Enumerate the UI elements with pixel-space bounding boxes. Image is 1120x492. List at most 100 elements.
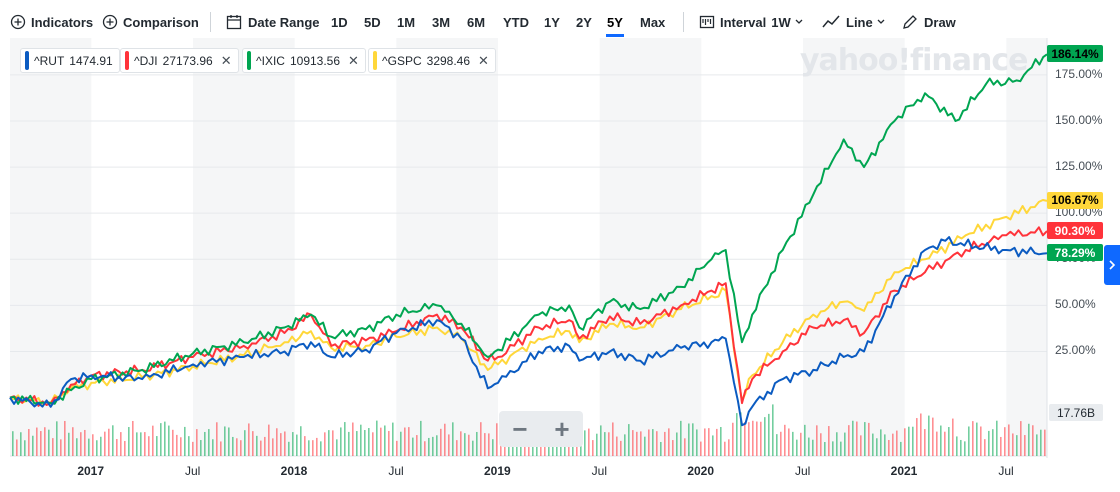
range-2y[interactable]: 2Y — [576, 14, 592, 30]
volume-bar — [888, 439, 890, 456]
volume-bar — [144, 432, 146, 456]
legend-value: 3298.46 — [426, 53, 471, 68]
volume-bar — [440, 428, 442, 456]
volume-bar — [976, 422, 978, 456]
volume-bar — [784, 424, 786, 456]
range-1m[interactable]: 1M — [397, 14, 416, 30]
volume-bar — [984, 439, 986, 456]
volume-bar — [460, 431, 462, 456]
volume-bar — [428, 437, 430, 456]
comparison-button[interactable]: Comparison — [102, 11, 199, 33]
volume-bar — [448, 434, 450, 456]
volume-bar — [660, 441, 662, 456]
series-line-rut[interactable] — [9, 236, 1048, 427]
volume-bar — [488, 433, 490, 456]
volume-bar — [432, 436, 434, 456]
volume-bar — [876, 438, 878, 456]
close-icon[interactable]: ✕ — [478, 52, 489, 68]
volume-bar — [304, 436, 306, 456]
legend-chip-ixic[interactable]: ^IXIC 10913.56 ✕ — [242, 48, 366, 73]
expand-panel-button[interactable] — [1104, 245, 1120, 285]
volume-bar — [176, 434, 178, 456]
volume-bar — [80, 432, 82, 456]
zoom-in-button[interactable]: + — [554, 414, 570, 444]
volume-bar — [168, 425, 170, 456]
date-range-button[interactable]: Date Range — [226, 11, 320, 33]
volume-bar — [612, 422, 614, 456]
volume-bar — [284, 431, 286, 456]
interval-dropdown[interactable]: Interval 1W — [699, 11, 803, 33]
volume-bar — [948, 427, 950, 456]
volume-bar — [312, 440, 314, 456]
series-line-ixic[interactable] — [9, 53, 1048, 405]
volume-bar — [764, 417, 766, 456]
volume-bar — [944, 431, 946, 456]
range-ytd[interactable]: YTD — [503, 14, 529, 30]
x-tick-label: Jul — [795, 464, 811, 478]
volume-bar — [912, 426, 914, 456]
range-5d[interactable]: 5D — [364, 14, 381, 30]
volume-bar — [464, 433, 466, 456]
volume-bar — [584, 430, 586, 456]
volume-bar — [244, 430, 246, 456]
volume-bar — [392, 422, 394, 456]
volume-bar — [120, 432, 122, 456]
close-icon[interactable]: ✕ — [220, 52, 232, 68]
plus-circle-icon — [102, 14, 118, 30]
interval-icon — [699, 15, 715, 29]
volume-bar — [336, 439, 338, 456]
volume-bar — [684, 438, 686, 456]
volume-bar — [316, 437, 318, 456]
volume-bar — [616, 436, 618, 456]
range-1d[interactable]: 1D — [331, 14, 348, 30]
volume-bar — [932, 417, 934, 456]
range-5y[interactable]: 5Y — [606, 11, 624, 37]
range-3m[interactable]: 3M — [432, 14, 451, 30]
series-line-dji[interactable] — [9, 226, 1048, 407]
close-icon[interactable]: ✕ — [348, 52, 359, 68]
volume-bar — [972, 421, 974, 456]
chart-type-dropdown[interactable]: Line — [822, 11, 885, 33]
legend-chip-gspc[interactable]: ^GSPC 3298.46 ✕ — [368, 48, 496, 73]
volume-bar — [756, 421, 758, 456]
range-1y[interactable]: 1Y — [544, 14, 560, 30]
price-chart[interactable] — [0, 38, 1120, 492]
volume-bar — [364, 430, 366, 456]
volume-bar — [804, 424, 806, 456]
volume-bar — [560, 439, 562, 456]
x-tick-label: Jul — [998, 464, 1014, 478]
volume-bar — [292, 432, 294, 456]
volume-bar — [16, 439, 18, 456]
chart-area[interactable]: yahoo!finance ^RUT 1474.91 ^DJI 27173.96 ✕ ^I… — [0, 38, 1120, 492]
half-year-band — [1006, 38, 1047, 456]
volume-bar — [204, 431, 206, 456]
volume-bar — [776, 434, 778, 456]
legend-chip-rut[interactable]: ^RUT 1474.91 — [20, 48, 120, 73]
toolbar-divider — [683, 12, 684, 32]
volume-bar — [380, 427, 382, 456]
volume-bar — [496, 423, 498, 456]
volume-bar — [956, 436, 958, 456]
volume-bar — [740, 412, 742, 456]
volume-bar — [56, 421, 58, 456]
volume-bar — [148, 436, 150, 456]
volume-bar — [992, 429, 994, 456]
interval-label: Interval — [720, 14, 767, 30]
volume-bar — [836, 432, 838, 456]
zoom-out-button[interactable]: − — [512, 414, 528, 444]
indicators-button[interactable]: Indicators — [10, 11, 93, 33]
volume-bar — [652, 429, 654, 456]
volume-badge: 17.76B — [1049, 404, 1103, 421]
volume-bar — [904, 428, 906, 456]
volume-bar — [188, 436, 190, 456]
volume-bar — [384, 425, 386, 456]
legend-symbol: ^DJI — [134, 53, 158, 68]
range-max[interactable]: Max — [640, 14, 666, 30]
legend-chip-dji[interactable]: ^DJI 27173.96 ✕ — [120, 48, 239, 73]
draw-button[interactable]: Draw — [902, 11, 956, 33]
volume-bar — [772, 404, 774, 456]
volume-bar — [812, 439, 814, 456]
volume-bar — [128, 427, 130, 456]
volume-bar — [480, 422, 482, 456]
range-6m[interactable]: 6M — [467, 14, 486, 30]
